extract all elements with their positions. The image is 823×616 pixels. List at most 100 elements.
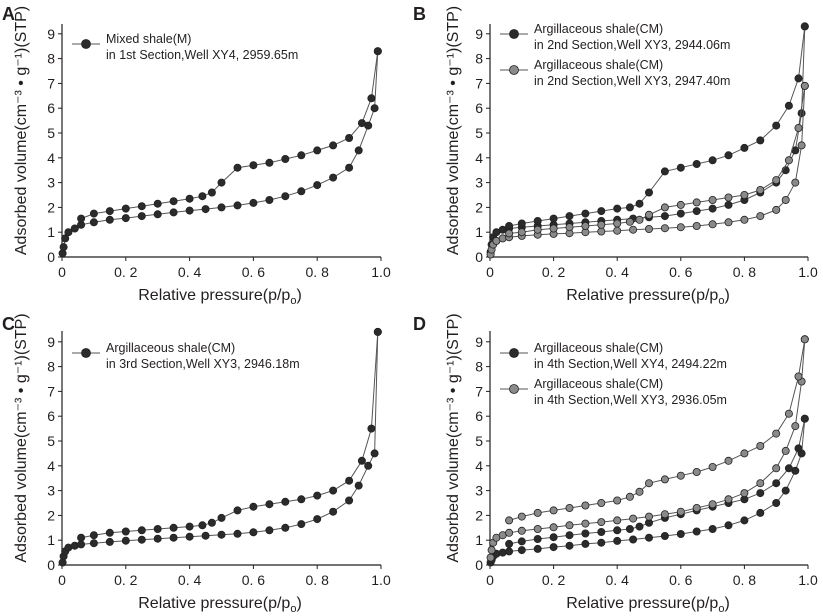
adsorption-point (487, 546, 496, 555)
adsorption-point (281, 192, 290, 201)
desorption-point (505, 221, 514, 230)
desorption-point (784, 156, 793, 165)
desorption-point (198, 192, 207, 201)
desorption-point (724, 151, 733, 160)
desorption-point (265, 500, 274, 509)
legend-marker (509, 65, 519, 75)
desorption-point (505, 516, 514, 525)
desorption-point (185, 522, 194, 531)
adsorption-point (724, 521, 733, 530)
adsorption-point (486, 553, 495, 562)
panel-letter: B (413, 4, 426, 24)
desorption-point (740, 190, 749, 199)
desorption-point (373, 327, 382, 336)
desorption-point (249, 502, 258, 511)
desorption-point (708, 156, 717, 165)
adsorption-point (498, 234, 507, 243)
adsorption-point (354, 481, 363, 490)
desorption-point (800, 81, 809, 90)
adsorption-point (121, 214, 130, 223)
desorption-point (565, 223, 574, 232)
desorption-point (660, 475, 669, 484)
desorption-point (121, 527, 130, 536)
desorption-line (509, 85, 806, 234)
legend-marker (81, 39, 91, 49)
desorption-point (533, 535, 542, 544)
adsorption-point (498, 225, 507, 234)
x-tick-label: 0. 6 (669, 264, 693, 280)
legend-label-line1: Argillaceous shale(CM) (534, 58, 663, 72)
adsorption-point (660, 224, 669, 233)
y-tick-label: 0 (475, 249, 483, 265)
adsorption-point (533, 525, 542, 534)
desorption-point (533, 216, 542, 225)
x-tick-label: 0. 4 (606, 264, 630, 280)
desorption-point (597, 207, 606, 216)
y-tick-label: 7 (475, 75, 483, 91)
desorption-point (645, 188, 654, 197)
desorption-point (505, 229, 514, 238)
adsorption-point (581, 519, 590, 528)
x-axis-title-main: Relative pressure(p/p (566, 287, 718, 304)
adsorption-point (581, 539, 590, 548)
desorption-point (784, 409, 793, 418)
adsorption-point (89, 218, 98, 227)
adsorption-point (505, 547, 514, 556)
desorption-point (581, 221, 590, 230)
x-tick-label: 1.0 (798, 264, 818, 280)
legend-label-line1: Mixed shale(M) (106, 32, 191, 46)
adsorption-point (169, 208, 178, 217)
x-tick-label: 0. 6 (242, 572, 266, 588)
desorption-point (676, 200, 685, 209)
adsorption-point (249, 198, 258, 207)
x-tick-label: 0 (58, 572, 66, 588)
legend-label-line2: in 3rd Section,Well XY3, 2946.18m (106, 357, 300, 371)
adsorption-point (153, 210, 162, 219)
desorption-point (105, 528, 114, 537)
adsorption-point (645, 533, 654, 542)
adsorption-point (77, 540, 86, 549)
adsorption-point (613, 516, 622, 525)
adsorption-point (692, 207, 701, 216)
y-tick-label: 6 (47, 100, 55, 116)
desorption-point (207, 518, 216, 527)
adsorption-point (201, 531, 210, 540)
adsorption-point (724, 200, 733, 209)
y-axis-title: Adsorbed volume(cm⁻³ • g⁻¹)(STP) (445, 313, 462, 562)
adsorption-point (791, 178, 800, 187)
adsorption-point (153, 534, 162, 543)
desorption-point (549, 214, 558, 223)
desorption-point (692, 198, 701, 207)
adsorption-point (613, 226, 622, 235)
adsorption-point (597, 518, 606, 527)
desorption-point (217, 178, 226, 187)
x-axis-title-end: ) (724, 595, 729, 612)
desorption-point (313, 491, 322, 500)
desorption-point (597, 220, 606, 229)
y-tick-label: 7 (47, 383, 55, 399)
y-tick-label: 2 (47, 507, 55, 523)
adsorption-point (201, 205, 210, 214)
desorption-point (153, 525, 162, 534)
adsorption-point (708, 525, 717, 534)
desorption-line (80, 51, 379, 220)
desorption-point (772, 479, 781, 488)
adsorption-point (676, 530, 685, 539)
adsorption-point (105, 215, 114, 224)
y-axis-title: Adsorbed volume(cm⁻³ • g⁻¹)(STP) (13, 6, 30, 255)
adsorption-point (297, 520, 306, 529)
adsorption-point (724, 218, 733, 227)
adsorption-point (676, 507, 685, 516)
y-axis-title: Adsorbed volume(cm⁻³ • g⁻¹)(STP) (445, 6, 462, 255)
desorption-point (724, 193, 733, 202)
x-axis-title-main: Relative pressure(p/p (566, 595, 718, 612)
x-tick-label: 0 (486, 572, 494, 588)
x-axis-title: Relative pressure(p/po) (138, 287, 302, 307)
x-tick-label: 0 (486, 264, 494, 280)
desorption-point (89, 531, 98, 540)
desorption-point (800, 22, 809, 31)
y-tick-label: 5 (475, 433, 483, 449)
adsorption-point (781, 166, 790, 175)
adsorption-point (781, 195, 790, 204)
desorption-point (137, 202, 146, 211)
